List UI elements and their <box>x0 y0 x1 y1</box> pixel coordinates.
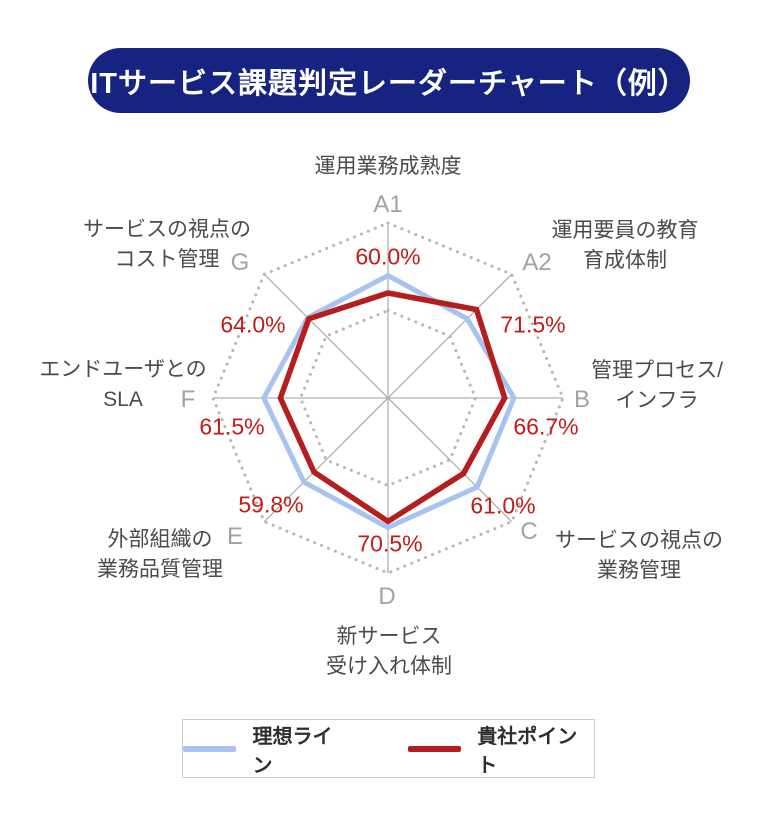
axis-label-b: 管理プロセス/ インフラ <box>591 359 723 412</box>
value-label-g: 64.0% <box>220 311 286 338</box>
value-label-d: 70.5% <box>357 530 423 557</box>
ideal-line-swatch-icon <box>183 745 237 752</box>
legend-label-ideal: 理想ライン <box>252 725 333 777</box>
value-label-c: 61.0% <box>470 492 536 519</box>
axis-label-e: 外部組織の 業務品質管理 <box>97 528 223 581</box>
value-label-a2: 71.5% <box>500 311 566 338</box>
legend-label-company: 貴社ポイント <box>477 725 578 777</box>
axis-label-g: サービスの視点の コスト管理 <box>83 218 251 271</box>
axis-letter-a2: A2 <box>522 249 552 276</box>
radar-spoke <box>263 273 513 523</box>
page-title: ITサービス課題判定レーダーチャート（例） <box>90 67 688 100</box>
radar-grid-ring <box>211 221 565 575</box>
axis-letter-g: G <box>230 249 250 276</box>
axis-label-d: 新サービス 受け入れ体制 <box>326 625 452 678</box>
title-banner: ITサービス課題判定レーダーチャート（例） <box>88 48 690 113</box>
value-label-f: 61.5% <box>199 413 265 440</box>
axis-letter-e: E <box>226 523 244 550</box>
ideal-line-polygon <box>260 272 517 531</box>
value-label-b: 66.7% <box>513 413 579 440</box>
axis-letter-a1: A1 <box>373 191 403 218</box>
axis-label-a1: 運用業務成熟度 <box>314 155 462 178</box>
legend: 理想ライン 貴社ポイント <box>182 719 595 778</box>
legend-item-ideal: 理想ライン <box>183 720 350 778</box>
legend-item-company: 貴社ポイント <box>407 720 594 778</box>
value-label-e: 59.8% <box>238 491 304 518</box>
value-label-a1: 60.0% <box>355 243 421 270</box>
axis-letter-d: D <box>378 583 396 610</box>
axis-label-a2: 運用要員の教育 育成体制 <box>551 219 699 272</box>
company-line-polygon <box>277 290 508 525</box>
axis-label-c: サービスの視点の 業務管理 <box>555 529 723 582</box>
company-line-swatch-icon <box>407 745 462 752</box>
radar-grid-ring <box>298 308 478 488</box>
axis-letter-c: C <box>520 518 538 545</box>
axis-letter-b: B <box>573 386 591 413</box>
axis-letter-f: F <box>180 386 196 413</box>
axis-label-f: エンドユーザとの SLA <box>39 358 207 411</box>
